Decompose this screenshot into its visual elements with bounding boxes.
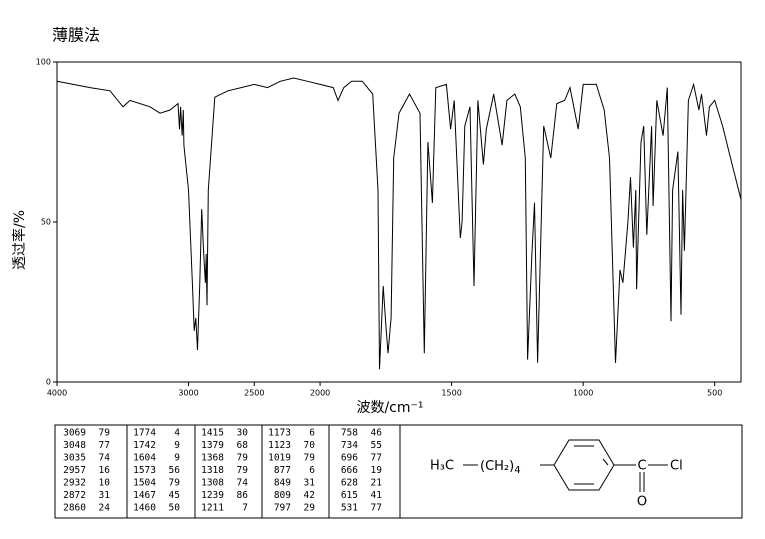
y-tick-label: 50 [41,218,51,227]
peak-wavenumber: 666 [341,465,358,476]
chart-title: 薄膜法 [52,26,100,45]
methyl-label: H₃C [430,459,454,474]
peak-wavenumber: 1123 [268,440,291,451]
peak-transmittance: 16 [99,465,111,476]
peak-transmittance: 30 [237,428,249,439]
peak-transmittance: 31 [304,478,316,489]
peak-wavenumber: 1460 [133,503,156,514]
x-tick-label: 2000 [310,389,330,398]
oxygen-label: O [637,495,647,510]
x-tick-label: 1000 [573,389,593,398]
bond [602,458,609,466]
peak-wavenumber: 734 [341,440,358,451]
peak-transmittance: 6 [309,428,315,439]
peak-transmittance: 9 [174,453,180,464]
peak-transmittance: 21 [371,478,383,489]
chlorine-label: Cl [670,459,683,474]
peak-wavenumber: 877 [274,465,291,476]
chain-count: 4 [514,465,520,476]
peak-wavenumber: 1573 [133,465,156,476]
peak-wavenumber: 1019 [268,453,291,464]
spectrum-line [56,77,742,370]
peak-wavenumber: 531 [341,503,358,514]
peak-wavenumber: 1742 [133,440,156,451]
peak-transmittance: 19 [371,465,383,476]
peak-wavenumber: 2957 [63,465,86,476]
peak-transmittance: 31 [99,490,111,501]
peak-transmittance: 77 [99,440,110,451]
y-tick-label: 0 [46,378,51,387]
peak-wavenumber: 1308 [201,478,224,489]
peak-transmittance: 9 [174,440,180,451]
peak-wavenumber: 1379 [201,440,224,451]
peak-wavenumber: 1504 [133,478,156,489]
carbon-label: C [637,459,646,474]
peak-wavenumber: 2932 [63,478,86,489]
peak-transmittance: 4 [174,428,180,439]
peak-transmittance: 45 [169,490,180,501]
peak-transmittance: 50 [169,503,181,514]
peak-transmittance: 79 [304,453,316,464]
peak-transmittance: 74 [99,453,111,464]
peak-transmittance: 77 [371,503,382,514]
y-axis-label: 透过率/% [11,210,28,270]
peak-wavenumber: 1211 [201,503,224,514]
peak-wavenumber: 3035 [63,453,86,464]
peak-transmittance: 7 [242,503,248,514]
structure [463,439,668,492]
peak-transmittance: 68 [237,440,249,451]
peak-wavenumber: 1467 [133,490,156,501]
x-tick-label: 1500 [441,389,461,398]
peak-transmittance: 79 [99,428,111,439]
peak-wavenumber: 1604 [133,453,156,464]
x-tick-label: 4000 [47,389,67,398]
x-tick-label: 3000 [178,389,198,398]
peak-wavenumber: 2860 [63,503,86,514]
table-frame [54,424,743,519]
peak-wavenumber: 758 [341,428,358,439]
peak-wavenumber: 1415 [201,428,224,439]
peak-transmittance: 10 [99,478,111,489]
peak-wavenumber: 1368 [201,453,224,464]
peak-transmittance: 29 [304,503,316,514]
x-tick-label: 2500 [244,389,264,398]
peak-transmittance: 55 [371,440,382,451]
peak-wavenumber: 3048 [63,440,86,451]
peak-wavenumber: 1318 [201,465,224,476]
peak-transmittance: 6 [309,465,315,476]
peak-transmittance: 77 [371,453,382,464]
peak-transmittance: 42 [304,490,315,501]
benzene-ring [553,439,615,491]
x-tick-label: 500 [707,389,722,398]
peak-transmittance: 24 [99,503,111,514]
peak-transmittance: 79 [237,453,249,464]
peak-transmittance: 70 [304,440,316,451]
peak-wavenumber: 1173 [268,428,291,439]
peak-wavenumber: 628 [341,478,358,489]
peak-wavenumber: 2872 [63,490,86,501]
chain: (CH₂) [480,459,514,474]
peak-wavenumber: 615 [341,490,358,501]
peak-transmittance: 86 [237,490,249,501]
peak-transmittance: 79 [237,465,249,476]
peak-wavenumber: 3069 [63,428,86,439]
x-axis-label: 波数/cm⁻¹ [356,400,423,416]
peak-wavenumber: 809 [274,490,291,501]
peak-transmittance: 46 [371,428,383,439]
peak-wavenumber: 849 [274,478,291,489]
y-tick-label: 100 [36,58,51,67]
peak-wavenumber: 1239 [201,490,224,501]
peak-wavenumber: 797 [274,503,291,514]
peak-transmittance: 74 [237,478,249,489]
peak-transmittance: 56 [169,465,181,476]
peak-transmittance: 79 [169,478,181,489]
chain-label: (CH₂)4 [480,459,521,477]
peak-transmittance: 41 [371,490,383,501]
peak-wavenumber: 1774 [133,428,156,439]
peak-wavenumber: 696 [341,453,358,464]
